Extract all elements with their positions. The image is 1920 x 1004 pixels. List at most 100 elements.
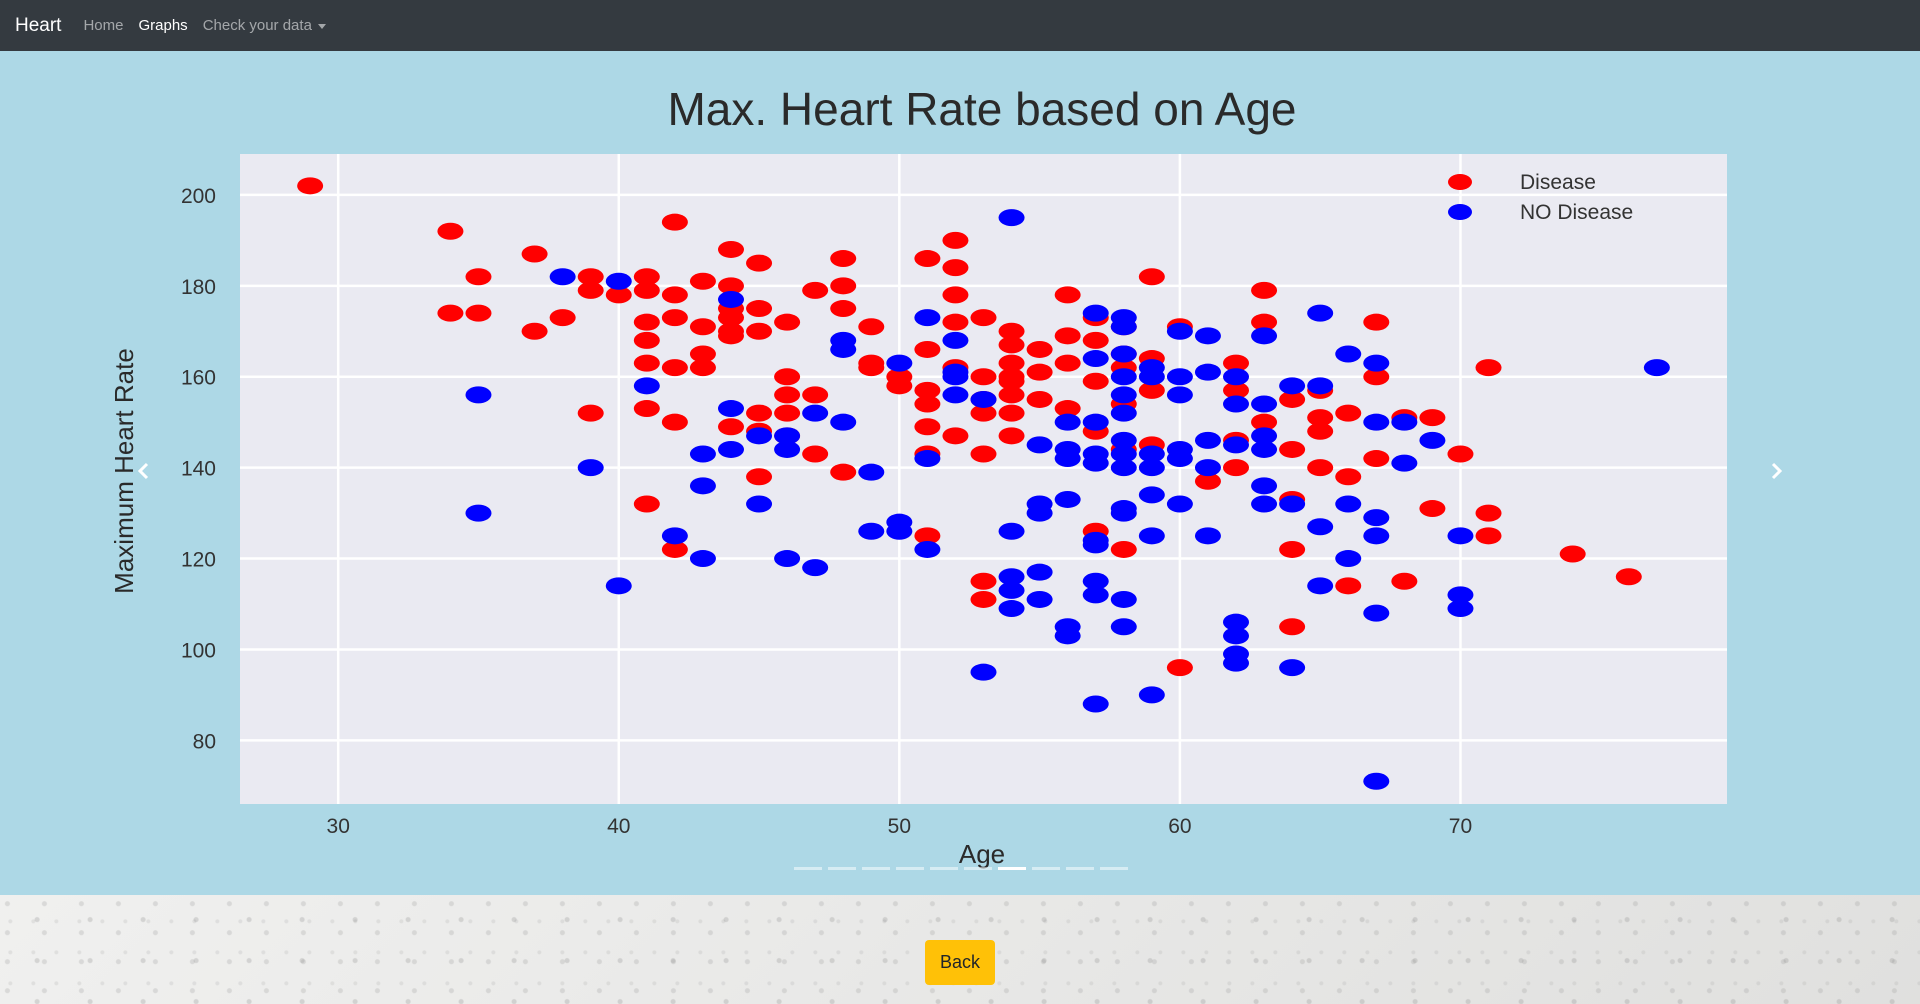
data-point — [1082, 350, 1109, 368]
data-point — [1054, 354, 1081, 372]
y-axis-label: Maximum Heart Rate — [109, 348, 139, 594]
data-point — [633, 354, 660, 372]
carousel-indicator[interactable] — [1100, 867, 1128, 870]
data-point — [746, 404, 773, 422]
data-point — [1138, 268, 1165, 286]
data-point — [942, 259, 969, 277]
chart-title: Max. Heart Rate based on Age — [667, 83, 1296, 135]
data-point — [1026, 340, 1053, 358]
data-point — [830, 413, 857, 431]
data-point — [914, 527, 941, 545]
data-point — [297, 177, 324, 195]
carousel-indicator[interactable] — [794, 867, 822, 870]
carousel-prev-button[interactable] — [124, 451, 164, 491]
legend-label: NO Disease — [1520, 201, 1633, 224]
data-point — [802, 404, 829, 422]
data-point — [633, 331, 660, 349]
data-point — [970, 590, 997, 608]
data-point — [1054, 286, 1081, 304]
data-point — [942, 368, 969, 386]
data-point — [1223, 654, 1250, 672]
data-point — [1251, 281, 1278, 299]
data-point — [774, 404, 801, 422]
data-point — [521, 245, 548, 263]
data-point — [1110, 445, 1137, 463]
data-point — [1194, 327, 1221, 345]
data-point — [802, 386, 829, 404]
data-point — [998, 336, 1025, 354]
data-point — [1335, 345, 1362, 363]
data-point — [1447, 445, 1474, 463]
data-point — [1279, 659, 1306, 677]
x-tick-label: 50 — [888, 815, 911, 838]
data-point — [802, 445, 829, 463]
back-button[interactable]: Back — [925, 940, 995, 985]
data-point — [717, 277, 744, 295]
data-point — [1138, 486, 1165, 504]
data-point — [1054, 490, 1081, 508]
data-point — [465, 386, 492, 404]
data-point — [830, 463, 857, 481]
data-point — [746, 468, 773, 486]
data-point — [802, 559, 829, 577]
data-point — [1194, 363, 1221, 381]
carousel-indicator[interactable] — [1066, 867, 1094, 870]
data-point — [858, 318, 885, 336]
data-point — [998, 372, 1025, 390]
chart-legend: Disease NO Disease — [1448, 171, 1633, 224]
data-point — [717, 440, 744, 458]
data-point — [689, 359, 716, 377]
carousel-indicator[interactable] — [862, 867, 890, 870]
data-point — [1391, 413, 1418, 431]
carousel-indicator[interactable] — [930, 867, 958, 870]
top-navbar: Heart Home Graphs Check your data — [0, 0, 1920, 51]
data-point — [465, 504, 492, 522]
data-point — [521, 322, 548, 340]
nav-link-home[interactable]: Home — [83, 17, 124, 34]
navbar-brand[interactable]: Heart — [15, 14, 62, 36]
carousel-indicator[interactable] — [828, 867, 856, 870]
data-point — [1363, 604, 1390, 622]
data-point — [1138, 368, 1165, 386]
data-point — [1054, 400, 1081, 418]
data-point — [1166, 368, 1193, 386]
data-point — [661, 359, 688, 377]
data-point — [970, 445, 997, 463]
data-point — [914, 340, 941, 358]
data-point — [1279, 618, 1306, 636]
carousel-indicator[interactable] — [896, 867, 924, 870]
data-point — [1110, 431, 1137, 449]
data-point — [1054, 327, 1081, 345]
data-point — [661, 309, 688, 327]
data-point — [970, 663, 997, 681]
carousel-next-button[interactable] — [1756, 451, 1796, 491]
data-point — [1307, 459, 1334, 477]
data-point — [1643, 359, 1670, 377]
data-point — [858, 463, 885, 481]
data-point — [1223, 613, 1250, 631]
data-point — [689, 318, 716, 336]
data-point — [605, 577, 632, 595]
data-point — [1026, 363, 1053, 381]
data-point — [942, 286, 969, 304]
data-point — [633, 495, 660, 513]
data-point — [774, 386, 801, 404]
data-point — [998, 354, 1025, 372]
data-point — [1110, 459, 1137, 477]
carousel-indicator[interactable] — [998, 867, 1026, 870]
carousel-indicator[interactable] — [1032, 867, 1060, 870]
data-point — [1082, 331, 1109, 349]
data-point — [1223, 395, 1250, 413]
scatter-chart: 30 40 50 60 70 80 100 120 140 160 180 200 Disease NO … — [109, 83, 1727, 869]
nav-link-graphs[interactable]: Graphs — [138, 17, 188, 34]
textured-background — [0, 895, 1920, 1004]
data-point — [1419, 431, 1446, 449]
data-point — [1279, 377, 1306, 395]
data-point — [605, 286, 632, 304]
data-point — [998, 322, 1025, 340]
data-point — [1251, 413, 1278, 431]
data-point — [1251, 313, 1278, 331]
nav-dropdown-check-your-data[interactable]: Check your data — [203, 17, 326, 34]
carousel-indicator[interactable] — [964, 867, 992, 870]
data-point — [465, 268, 492, 286]
